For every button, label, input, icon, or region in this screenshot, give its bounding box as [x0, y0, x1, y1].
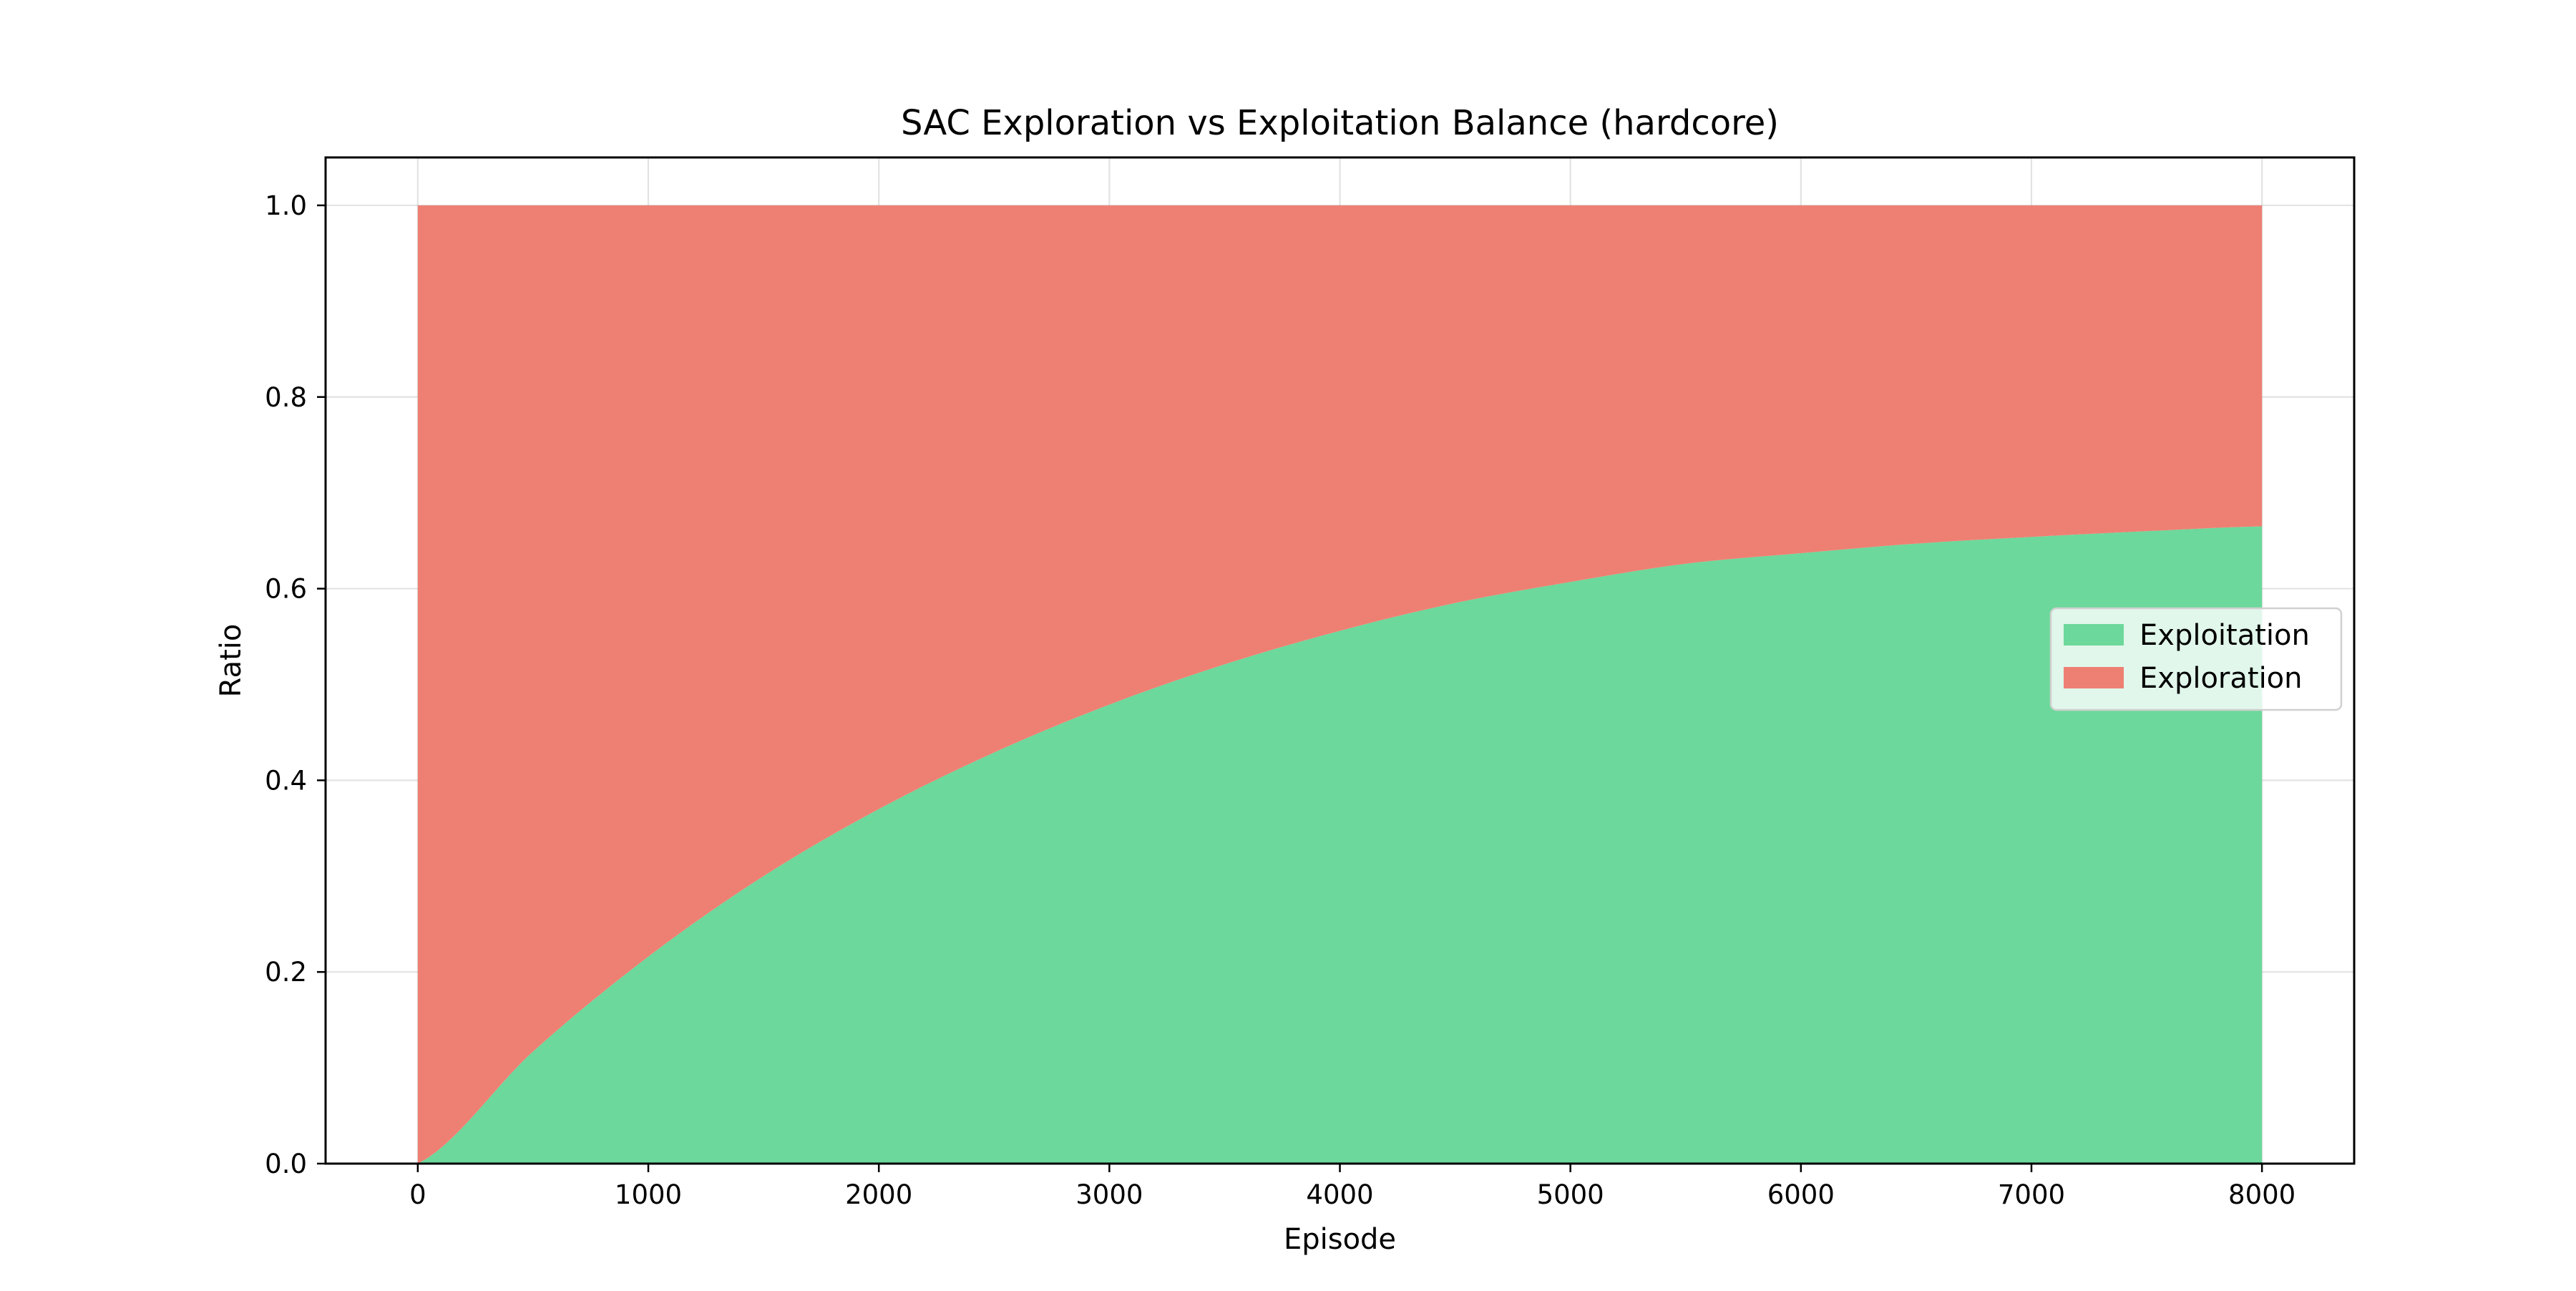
x-tick-label-2: 2000 — [845, 1179, 912, 1210]
y-tick-label-3: 0.6 — [265, 574, 307, 605]
y-axis-label: Ratio — [215, 624, 248, 698]
y-tick-label-0: 0.0 — [265, 1149, 307, 1179]
legend-label-exploitation: Exploitation — [2140, 619, 2310, 652]
area-series-exploitation — [417, 526, 2263, 1164]
y-tick-label-5: 1.0 — [265, 190, 307, 221]
legend-label-exploration: Exploration — [2140, 662, 2303, 695]
x-tick-label-7: 7000 — [1998, 1179, 2065, 1210]
x-tick-label-6: 6000 — [1767, 1179, 1835, 1210]
area-series-exploration — [417, 205, 2263, 1164]
y-tick-label-1: 0.2 — [265, 957, 307, 988]
x-tick-label-4: 4000 — [1306, 1179, 1373, 1210]
legend-swatch-exploitation — [2064, 624, 2124, 646]
x-tick-label-8: 8000 — [2228, 1179, 2296, 1210]
x-tick-label-0: 0 — [409, 1179, 426, 1210]
x-tick-label-3: 3000 — [1075, 1179, 1143, 1210]
legend-swatch-exploration — [2064, 667, 2124, 688]
legend: Exploitation Exploration — [2049, 607, 2343, 711]
y-tick-label-4: 0.8 — [265, 382, 307, 413]
area-layer — [417, 205, 2263, 1164]
chart-title: SAC Exploration vs Exploitation Balance … — [901, 103, 1779, 143]
x-axis-label: Episode — [1284, 1223, 1396, 1256]
tick-layer: 0 1000 2000 3000 4000 5000 6000 7000 8000 0.0 0.2 0… — [265, 190, 2296, 1210]
x-tick-label-5: 5000 — [1537, 1179, 1604, 1210]
y-tick-label-2: 0.4 — [265, 765, 307, 796]
x-tick-label-1: 1000 — [615, 1179, 682, 1210]
